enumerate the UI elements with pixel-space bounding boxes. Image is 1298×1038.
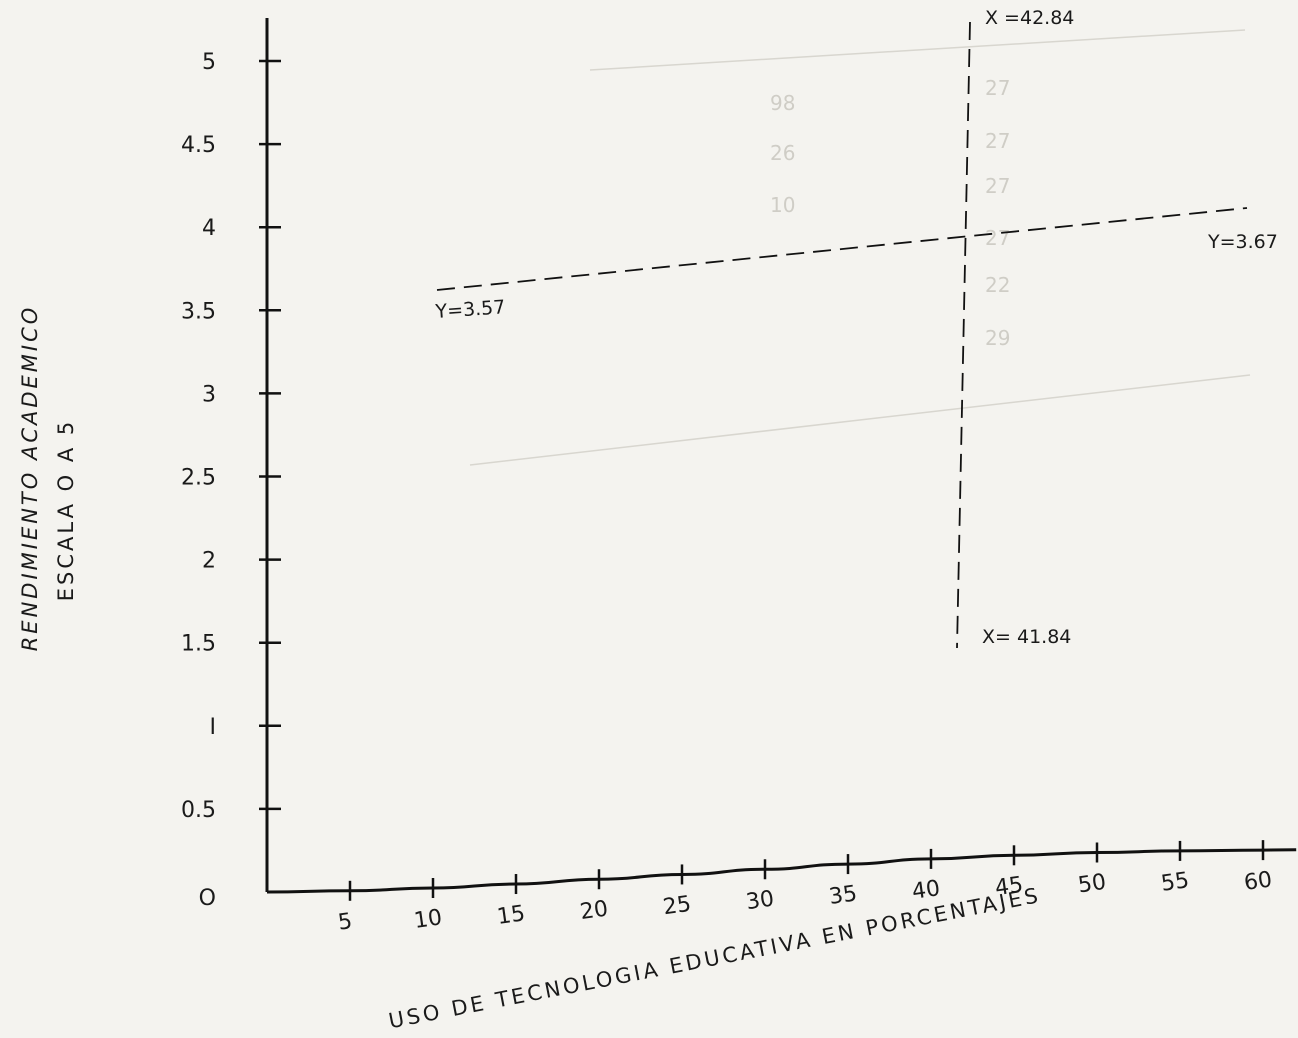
y-tick-label: 1.5	[181, 632, 216, 657]
y-tick-label: 3.5	[181, 299, 216, 324]
x-tick-label: 60	[1242, 867, 1273, 896]
x-tick-label: 5	[336, 909, 353, 936]
svg-text:29: 29	[985, 326, 1010, 350]
horizontal-mean-line	[436, 207, 1248, 291]
y-tick-label: O	[199, 886, 216, 911]
svg-text:27: 27	[985, 129, 1010, 153]
y-tick-label: 2	[202, 549, 216, 574]
svg-text:27: 27	[985, 76, 1010, 100]
svg-text:27: 27	[985, 174, 1010, 198]
vertical-mean-line	[956, 21, 971, 649]
y-tick-label: 4	[202, 216, 216, 241]
x-tick-label: 30	[744, 887, 775, 916]
x-axis-ticks: 5 10 15 20 25 30 35 40 45 50 55 60	[336, 840, 1274, 936]
y-tick-label: 3	[202, 382, 216, 407]
svg-text:98: 98	[770, 91, 795, 115]
svg-text:22: 22	[985, 273, 1010, 297]
y-tick-label: 4.5	[181, 133, 216, 158]
x-top-label: X =42.84	[985, 7, 1074, 29]
svg-text:27: 27	[985, 226, 1010, 250]
x-tick-label: 15	[495, 901, 526, 930]
x-tick-label: 35	[827, 881, 858, 910]
x-tick-label: 40	[910, 876, 941, 905]
x-axis-title: USO DE TECNOLOGIA EDUCATIVA EN PORCENTAJ…	[387, 883, 1043, 1033]
y-end-label: Y=3.67	[1207, 231, 1278, 253]
x-tick-label: 20	[578, 896, 609, 925]
y-axis-title: RENDIMIENTO ACADEMICO	[18, 305, 42, 652]
y-tick-label: I	[210, 715, 217, 740]
y-tick-label: 0.5	[181, 798, 216, 823]
y-tick-label: 2.5	[181, 466, 216, 491]
x-tick-label: 10	[412, 905, 443, 934]
y-start-label: Y=3.57	[434, 296, 506, 323]
y-axis-ticks: O 0.5 I 1.5 2 2.5 3 3.5 4 4.5 5	[181, 50, 281, 911]
y-axis-subtitle: ESCALA O A 5	[54, 419, 78, 601]
svg-text:26: 26	[770, 141, 795, 165]
series-curve	[266, 848, 1297, 894]
x-tick-label: 50	[1076, 870, 1107, 899]
x-tick-label: 55	[1159, 868, 1190, 897]
y-tick-label: 5	[202, 50, 216, 75]
x-tick-label: 45	[993, 873, 1024, 902]
svg-text:10: 10	[770, 193, 795, 217]
x-bottom-label: X= 41.84	[982, 626, 1071, 648]
x-tick-label: 25	[661, 892, 692, 921]
bleed-through-marks: 98 26 10 27 27 27 27 22 29	[469, 29, 1251, 466]
